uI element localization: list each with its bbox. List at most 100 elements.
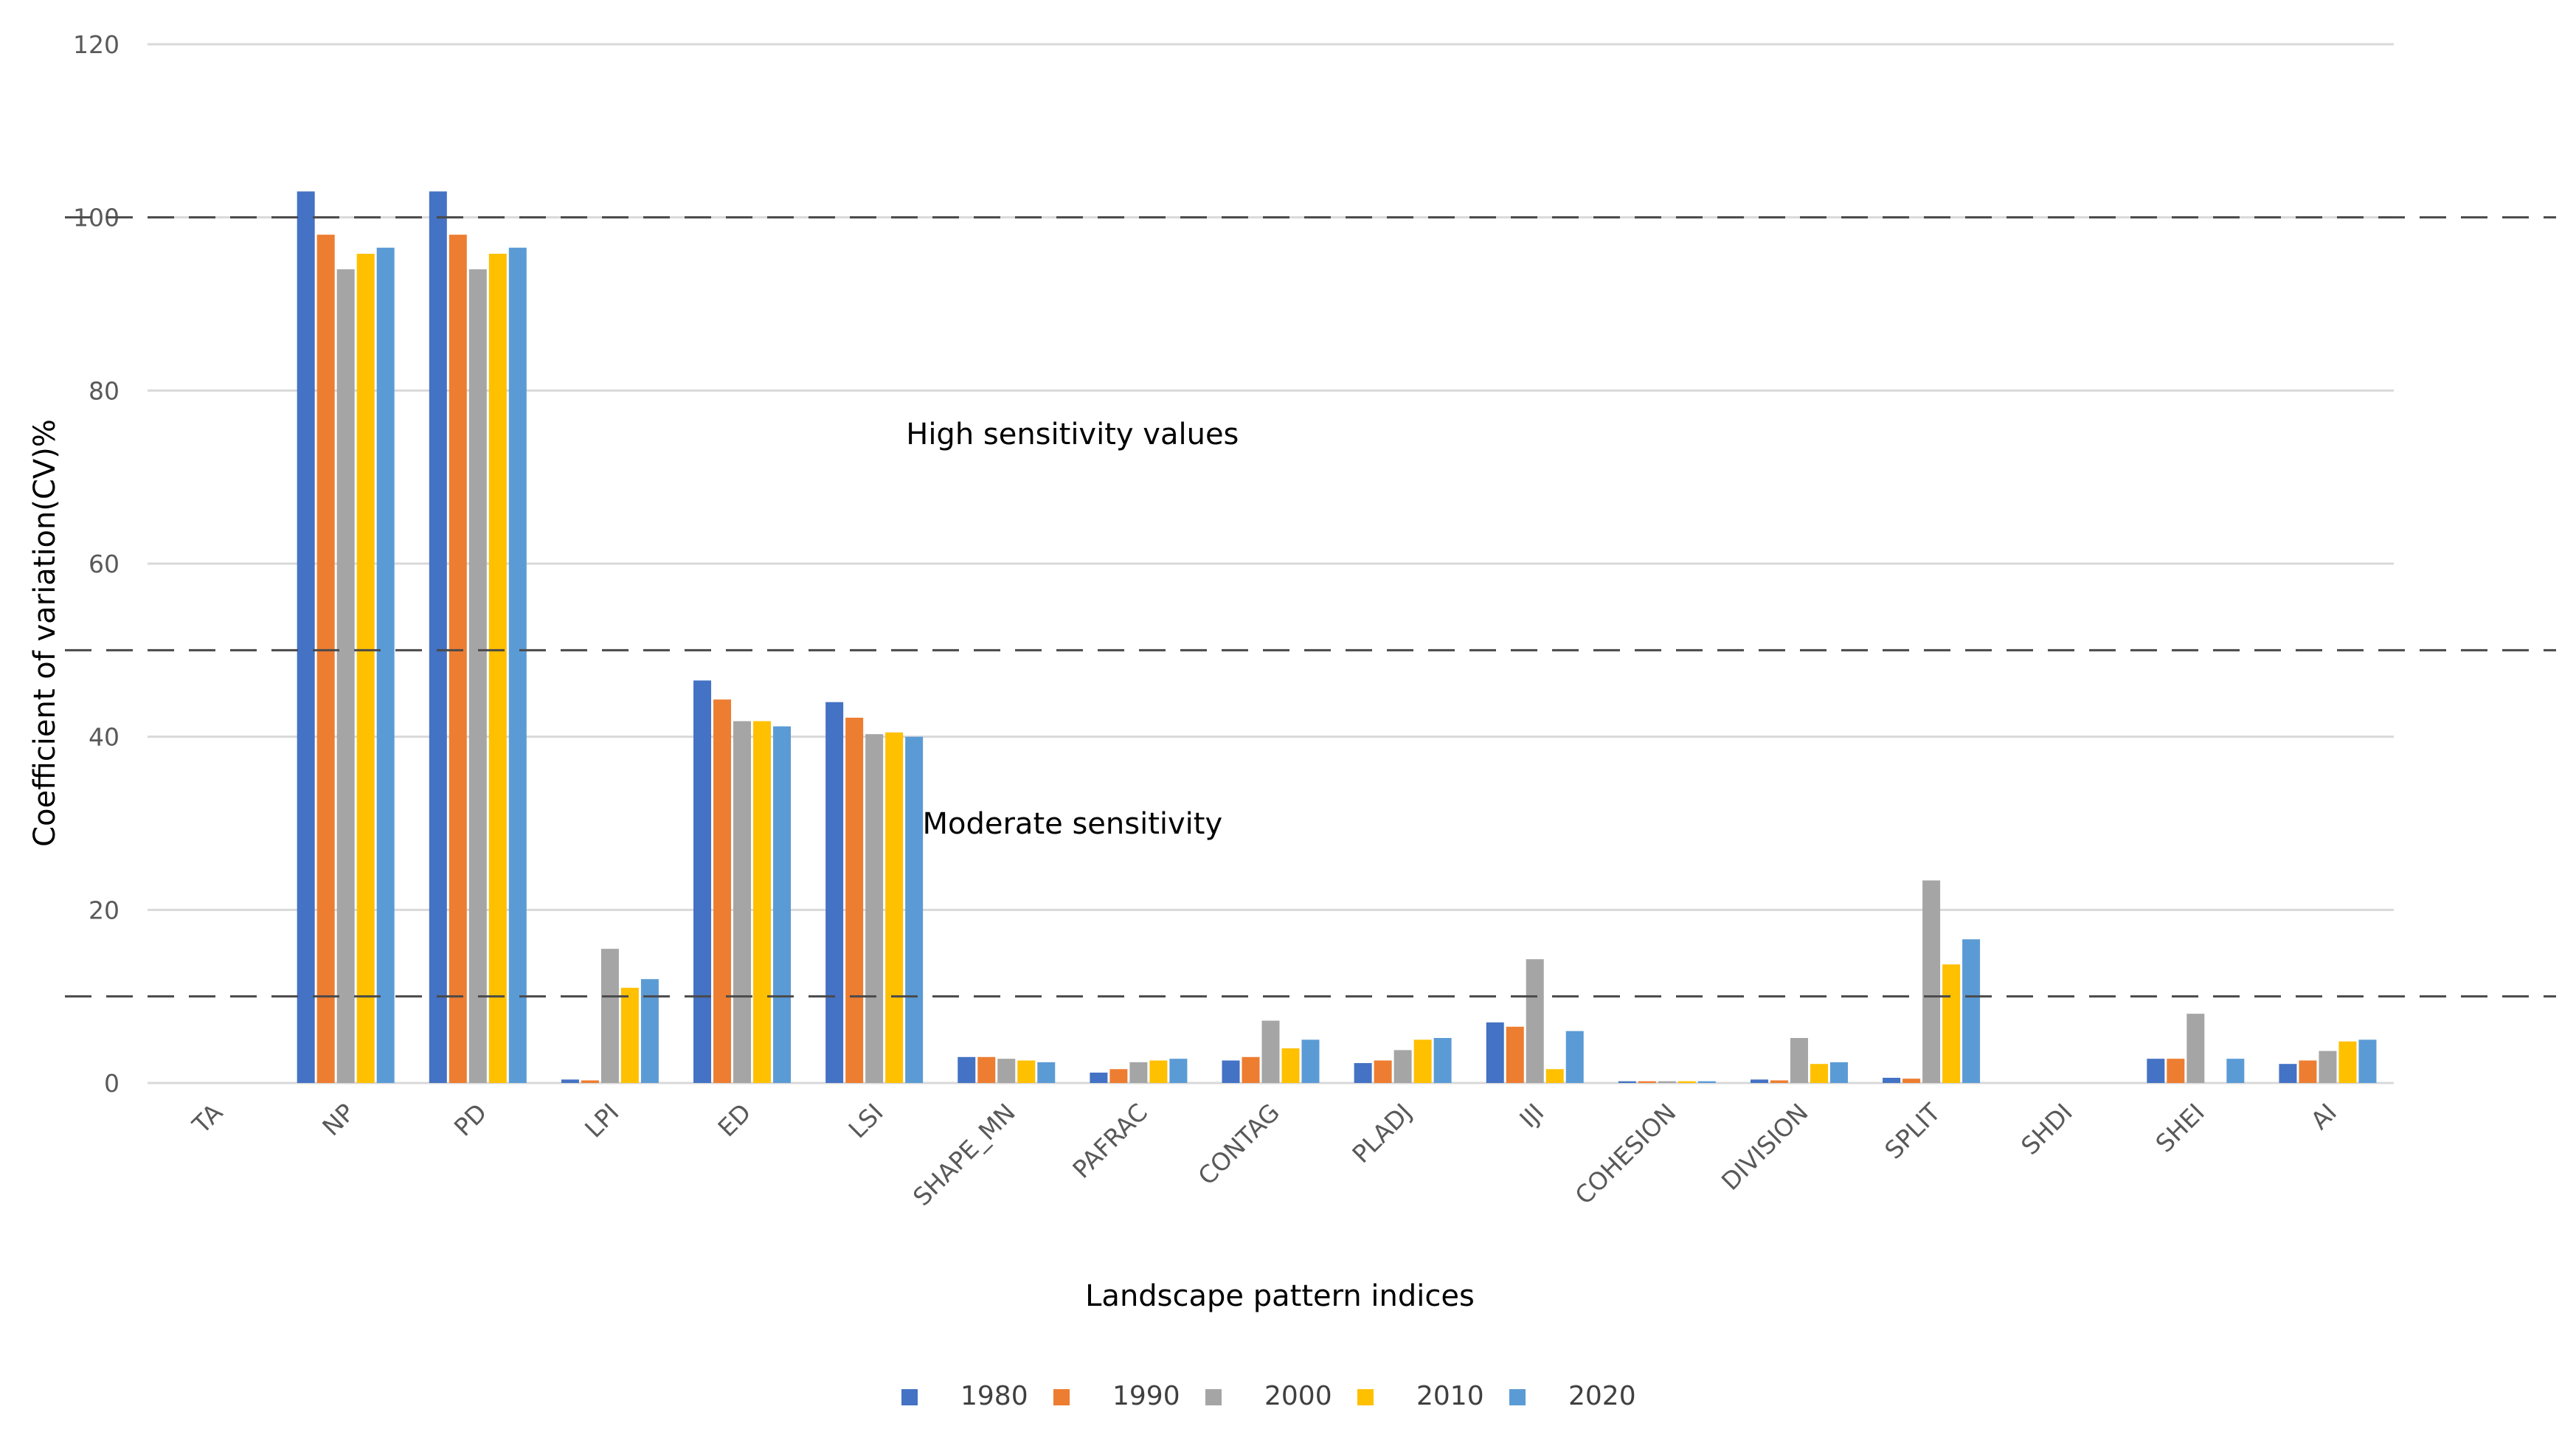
bar-2020-ai [2358,1039,2377,1083]
bar-2010-ed [753,721,772,1083]
bar-1980-split [1883,1077,1901,1083]
bar-1990-contag [1242,1056,1260,1083]
bar-2000-ed [733,721,752,1083]
x-tick-label-lsi: LSI [843,1098,889,1143]
legend-swatch-2000 [1205,1389,1222,1405]
bar-2010-ai [2338,1041,2357,1083]
bar-2000-iji [1526,959,1544,1083]
x-tick-label-pd: PD [449,1098,493,1142]
bar-1980-ai [2279,1064,2297,1083]
bar-1990-lpi [581,1080,599,1083]
y-tick-label: 60 [89,550,120,578]
annotation-moderate-sensitivity: Moderate sensitivity [923,807,1223,841]
bar-1980-iji [1486,1022,1504,1083]
legend-label-2000: 2000 [1264,1381,1332,1411]
x-tick-label-lpi: LPI [579,1098,625,1143]
bar-2000-pafrac [1129,1062,1148,1083]
legend-label-1990: 1990 [1112,1381,1180,1411]
y-tick-label: 40 [89,723,120,752]
legend-label-2010: 2010 [1416,1381,1484,1411]
bar-2020-pafrac [1169,1059,1188,1083]
bar-2000-np [336,269,355,1084]
bar-1980-pladj [1354,1063,1372,1083]
bar-1980-ed [693,680,712,1083]
bar-2010-shape_mn [1017,1060,1036,1083]
legend-swatch-2020 [1509,1389,1526,1405]
legend-swatch-1980 [901,1389,918,1405]
threshold-lines [65,216,2556,998]
bar-1980-lsi [825,702,844,1083]
bar-2000-split [1922,880,1941,1083]
bar-2010-cohesion [1677,1081,1696,1083]
x-tick-label-ed: ED [712,1098,756,1142]
bar-2000-contag [1261,1020,1280,1083]
bar-2010-split [1942,964,1961,1083]
bar-2020-contag [1301,1039,1320,1083]
y-tick-label: 0 [104,1069,120,1098]
x-tick-label-shape_mn: SHAPE_MN [907,1098,1021,1211]
bar-2020-lpi [640,979,659,1083]
bar-1980-lpi [561,1079,579,1083]
bar-2020-shape_mn [1037,1062,1056,1083]
bar-2020-split [1962,939,1981,1083]
bar-2010-pd [488,253,507,1083]
bar-2000-ai [2319,1051,2337,1083]
bar-2020-cohesion [1697,1081,1716,1083]
legend: 1980 1990 2000 2010 2020 [901,1381,1636,1411]
x-tick-label-pladj: PLADJ [1346,1098,1417,1169]
bar-1990-iji [1506,1026,1524,1083]
legend-label-2020: 2020 [1568,1381,1636,1411]
bar-2000-cohesion [1658,1081,1676,1083]
bar-1990-pafrac [1109,1069,1128,1083]
y-axis-title: Coefficient of variation(CV)% [28,419,62,847]
bar-1980-shape_mn [958,1056,976,1083]
bar-1990-cohesion [1638,1081,1656,1083]
x-tick-label-ai: AI [2305,1098,2342,1135]
bar-1990-division [1770,1080,1788,1083]
y-tick-label: 20 [89,896,120,924]
bar-2000-pd [468,269,487,1084]
x-tick-label-np: NP [316,1098,360,1141]
bar-2010-pladj [1413,1039,1432,1083]
bar-1980-np [297,191,315,1083]
bar-2000-lsi [865,734,884,1083]
bar-1980-pafrac [1090,1072,1108,1083]
y-tick-label: 120 [73,30,120,59]
bar-2020-shei [2226,1059,2245,1083]
x-axis-category-labels: TA NP PD LPI ED LSI SHAPE_MN PAFRAC CONTAG PLADJ I… [187,1097,2343,1211]
legend-swatch-1990 [1053,1389,1070,1405]
bar-1990-shape_mn [977,1056,996,1083]
bar-2020-lsi [905,736,924,1083]
x-tick-label-contag: CONTAG [1192,1098,1285,1191]
bar-1990-shei [2167,1059,2185,1083]
bar-1990-np [316,235,335,1084]
bars [297,191,2377,1084]
x-tick-label-shdi: SHDI [2015,1098,2078,1160]
x-tick-label-split: SPLIT [1879,1097,1946,1164]
bar-1990-split [1902,1079,1921,1083]
bar-2010-lsi [885,732,904,1083]
bar-2010-pafrac [1149,1060,1168,1083]
bar-2010-np [356,253,375,1083]
bar-2020-pladj [1433,1037,1452,1083]
bar-1990-ed [713,699,732,1083]
x-tick-label-shei: SHEI [2150,1098,2210,1158]
bar-1990-pd [449,235,467,1084]
bar-1990-ai [2299,1060,2317,1083]
bar-2010-contag [1281,1048,1300,1083]
bar-2020-iji [1565,1031,1584,1083]
x-tick-label-cohesion: COHESION [1569,1098,1681,1210]
y-tick-label: 80 [89,376,120,405]
legend-label-1980: 1980 [960,1381,1028,1411]
x-tick-label-iji: IJI [1514,1098,1549,1133]
x-tick-label-division: DIVISION [1716,1098,1814,1196]
bar-2020-pd [508,247,527,1083]
x-tick-label-pafrac: PAFRAC [1067,1098,1153,1184]
bar-1980-shei [2147,1059,2165,1083]
bar-2000-shape_mn [997,1059,1016,1083]
annotations: High sensitivity values Moderate sensitiv… [906,418,1239,841]
bar-2020-np [376,247,395,1083]
bar-1980-cohesion [1618,1081,1636,1083]
bar-1980-division [1750,1079,1768,1083]
